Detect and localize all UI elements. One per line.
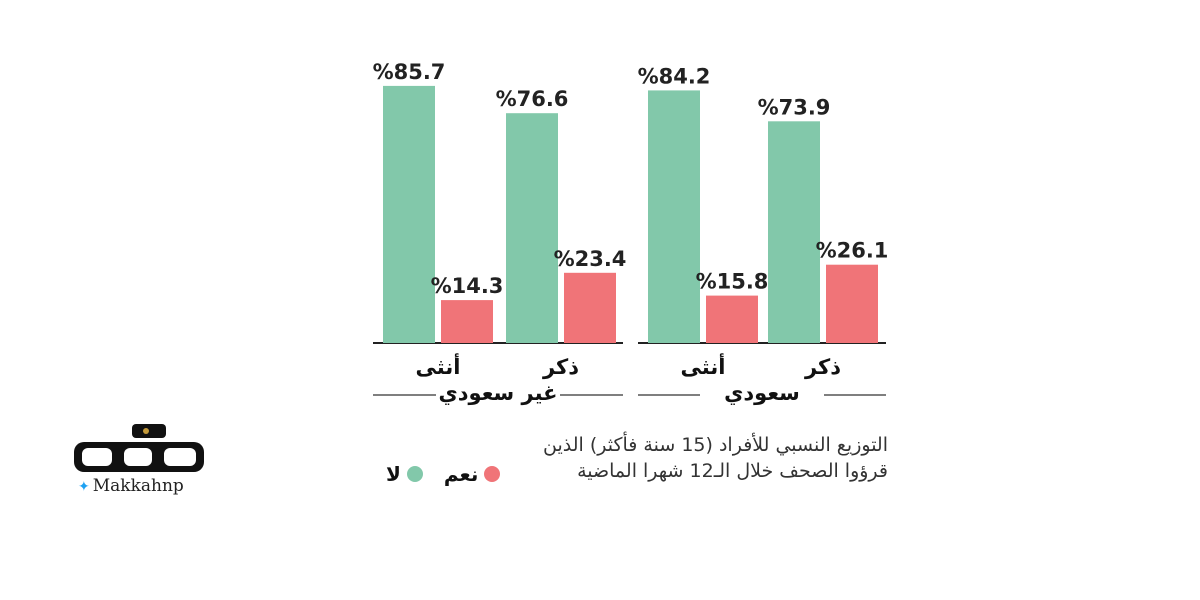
data-label-no-1-0: %84.2 bbox=[638, 64, 711, 88]
bar-no-1-0 bbox=[648, 90, 700, 344]
data-label-no-0-1: %76.6 bbox=[496, 87, 569, 111]
legend-label-yes: نعم bbox=[443, 462, 479, 486]
chart-title-line-2: قرؤوا الصحف خلال الـ12 شهرا الماضية bbox=[577, 460, 888, 482]
legend-dot-no bbox=[406, 466, 423, 482]
data-label-yes-0-0: %14.3 bbox=[431, 274, 504, 298]
data-label-yes-0-1: %23.4 bbox=[554, 247, 627, 271]
data-label-yes-1-0: %15.8 bbox=[696, 270, 769, 294]
logo-handle-text: Makkahnp bbox=[92, 476, 184, 496]
bar-yes-0-1 bbox=[564, 272, 616, 343]
bar-yes-0-0 bbox=[441, 300, 493, 343]
data-label-no-1-1: %73.9 bbox=[758, 95, 831, 119]
category-label-0-0: أنثى bbox=[416, 352, 461, 379]
makkah-logo bbox=[74, 424, 204, 472]
legend-item-yes: نعم bbox=[443, 462, 501, 486]
bar-yes-1-0 bbox=[706, 295, 758, 343]
category-label-1-1: ذكر bbox=[804, 355, 841, 379]
data-label-no-0-0: %85.7 bbox=[373, 60, 446, 84]
category-label-0-1: ذكر bbox=[542, 355, 579, 379]
bar-no-1-1 bbox=[768, 121, 820, 343]
bar-yes-1-1 bbox=[826, 264, 878, 343]
chart-title-line-1: التوزيع النسبي للأفراد (15 سنة فأكثر) ال… bbox=[543, 434, 888, 456]
category-label-1-0: أنثى bbox=[681, 352, 726, 379]
legend-dot-yes bbox=[484, 466, 501, 482]
legend: نعم لا bbox=[372, 462, 501, 487]
group-label-0: غير سعودي bbox=[439, 381, 558, 406]
legend-item-no: لا bbox=[386, 462, 423, 486]
group-label-1: سعودي bbox=[724, 381, 800, 406]
logo-handle: ✦ Makkahnp bbox=[78, 476, 184, 496]
data-label-yes-1-1: %26.1 bbox=[816, 239, 889, 263]
bar-no-0-1 bbox=[506, 113, 558, 343]
legend-label-no: لا bbox=[386, 462, 401, 486]
twitter-bird-icon: ✦ bbox=[78, 479, 90, 495]
bar-no-0-0 bbox=[383, 85, 435, 344]
chart-title: التوزيع النسبي للأفراد (15 سنة فأكثر) ال… bbox=[428, 432, 888, 484]
